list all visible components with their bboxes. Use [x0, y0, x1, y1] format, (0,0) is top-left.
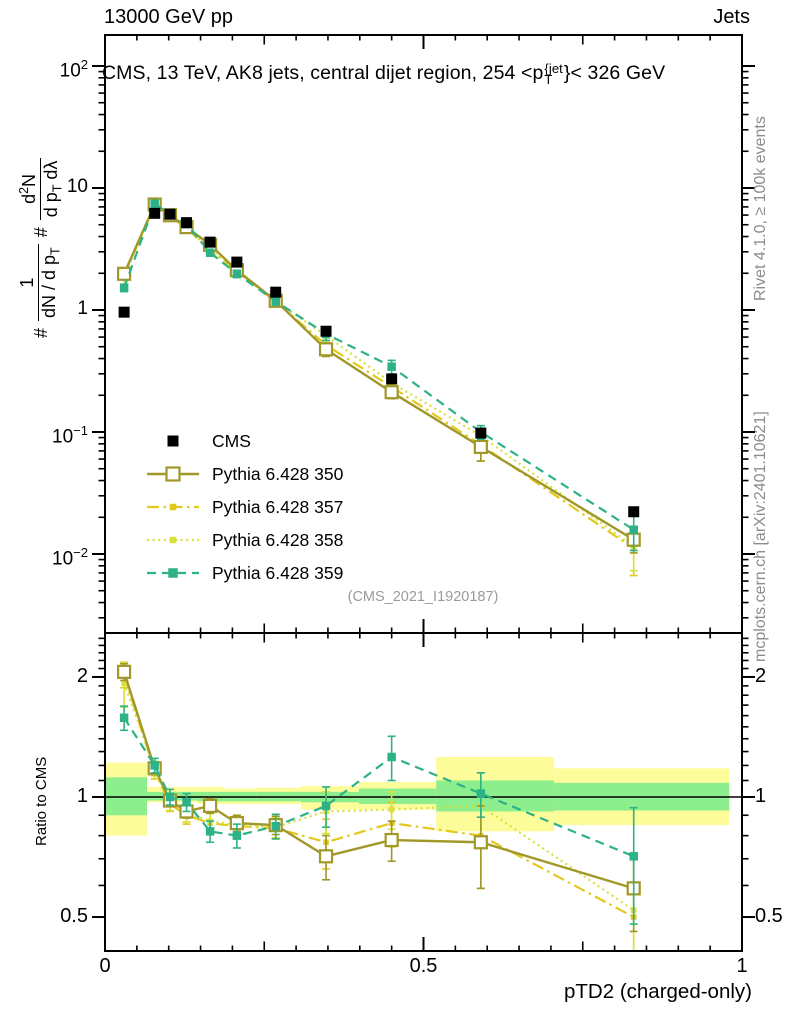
- watermark-analysis-id: (CMS_2021_I1920187): [347, 589, 499, 605]
- x-axis-label: pTD2 (charged-only): [564, 980, 752, 1003]
- marker-p350: [165, 466, 181, 482]
- marker-p359: [168, 568, 178, 578]
- y-tick-label-main: 10: [66, 176, 88, 197]
- band-green-bin1: [147, 791, 163, 801]
- marker-cms: [475, 427, 487, 439]
- mcplots-arxiv-text: mcplots.cern.ch [arXiv:2401.10621]: [752, 411, 769, 662]
- line-p358: [123, 682, 635, 912]
- marker-p359: [182, 798, 191, 807]
- plot-title: CMS, 13 TeV, AK8 jets, central dijet reg…: [102, 60, 666, 87]
- marker-p358: [388, 806, 395, 813]
- y-tick-label-ratio-right: 1: [755, 785, 767, 807]
- legend-label-pythia-357: Pythia 6.428 357: [212, 497, 344, 517]
- marker-p359: [232, 831, 242, 840]
- marker-p359: [119, 713, 129, 723]
- marker-p350: [318, 342, 334, 357]
- plot-title-pre: CMS, 13 TeV, AK8 jets, central dijet reg…: [102, 62, 544, 84]
- marker-p350: [203, 798, 218, 813]
- y-tick-label-main: 102: [59, 57, 88, 82]
- marker-p359: [271, 821, 280, 831]
- marker-cms: [118, 306, 130, 318]
- y-tick-label-main: 10−2: [52, 545, 88, 570]
- marker-p350: [473, 835, 488, 850]
- y-tick-label-ratio-left: 2: [76, 664, 88, 687]
- y-tick-label-main: 10−1: [52, 423, 88, 448]
- header-beam-energy: 13000 GeV pp: [104, 6, 233, 28]
- main-series-p359: [119, 199, 638, 552]
- marker-cms: [386, 373, 398, 385]
- legend-label-cms: CMS: [212, 431, 251, 451]
- band-green-bin9: [436, 780, 555, 812]
- x-tick-label: 0.5: [409, 955, 438, 977]
- y-tick-label-main: 1: [77, 298, 88, 319]
- band-green-bin3: [178, 791, 199, 801]
- marker-cms: [167, 435, 179, 447]
- legend-label-pythia-358: Pythia 6.428 358: [212, 530, 344, 550]
- header-analysis-group: Jets: [713, 6, 750, 28]
- plot-title-post: }< 326 GeV: [563, 62, 666, 84]
- ylabel-hash-2: #: [30, 227, 51, 238]
- marker-p358: [121, 680, 127, 686]
- marker-p359: [387, 752, 396, 762]
- marker-p359: [150, 761, 159, 770]
- marker-cms: [320, 325, 332, 337]
- line-p357: [123, 674, 635, 918]
- marker-p358: [169, 536, 177, 544]
- y-tick-label-ratio-right: 0.5: [755, 905, 783, 928]
- main-panel-frame: [104, 34, 743, 634]
- marker-cms: [204, 236, 216, 248]
- marker-p359: [232, 269, 242, 279]
- main-series-p357: [120, 202, 638, 577]
- marker-cms: [270, 286, 282, 298]
- legend-label-pythia-359: Pythia 6.428 359: [212, 563, 344, 583]
- line-p359: [123, 201, 635, 531]
- legend-label-pythia-350: Pythia 6.428 350: [212, 464, 344, 484]
- marker-p357: [169, 503, 177, 511]
- marker-cms: [181, 217, 193, 229]
- marker-p359: [387, 362, 396, 371]
- ylabel-hash-1: #: [30, 327, 51, 338]
- axis-ticks: [92, 35, 755, 951]
- marker-p359: [476, 789, 486, 798]
- marker-p350: [384, 385, 399, 400]
- rivet-version-text: Rivet 4.1.0, ≥ 100k events: [752, 116, 769, 301]
- line-p350: [123, 202, 635, 541]
- marker-p359: [205, 827, 215, 836]
- legend-icons: [147, 435, 199, 578]
- marker-p359: [150, 199, 159, 208]
- marker-cms: [164, 208, 176, 220]
- marker-p359: [629, 852, 638, 861]
- ratio-series-p359: [119, 705, 638, 925]
- marker-p350: [117, 664, 132, 679]
- pt-jet-supsub: {jet T: [544, 60, 563, 87]
- marker-cms: [231, 256, 243, 268]
- line-p357: [123, 203, 635, 550]
- main-series-cms: [118, 207, 640, 518]
- marker-p359: [165, 792, 175, 802]
- marker-cms: [628, 506, 640, 518]
- y-tick-label-ratio-right: 2: [755, 664, 767, 687]
- marker-p359: [321, 801, 331, 811]
- x-tick-label: 1: [736, 955, 748, 977]
- marker-p350: [117, 266, 132, 281]
- ratio-series-p357: [120, 662, 638, 952]
- marker-p359: [629, 525, 638, 535]
- main-series-p350: [117, 197, 641, 554]
- line-p358: [123, 202, 635, 548]
- marker-p359: [119, 283, 129, 293]
- marker-p359: [205, 248, 215, 257]
- x-tick-label: 0: [99, 955, 111, 977]
- y-tick-label-ratio-left: 1: [76, 785, 88, 807]
- y-tick-label-ratio-left: 0.5: [60, 905, 88, 928]
- marker-p359: [271, 296, 280, 306]
- marker-cms: [149, 207, 161, 219]
- marker-p350: [473, 439, 488, 454]
- marker-p350: [318, 849, 334, 864]
- main-series-p358: [120, 201, 638, 572]
- marker-p350: [384, 832, 399, 848]
